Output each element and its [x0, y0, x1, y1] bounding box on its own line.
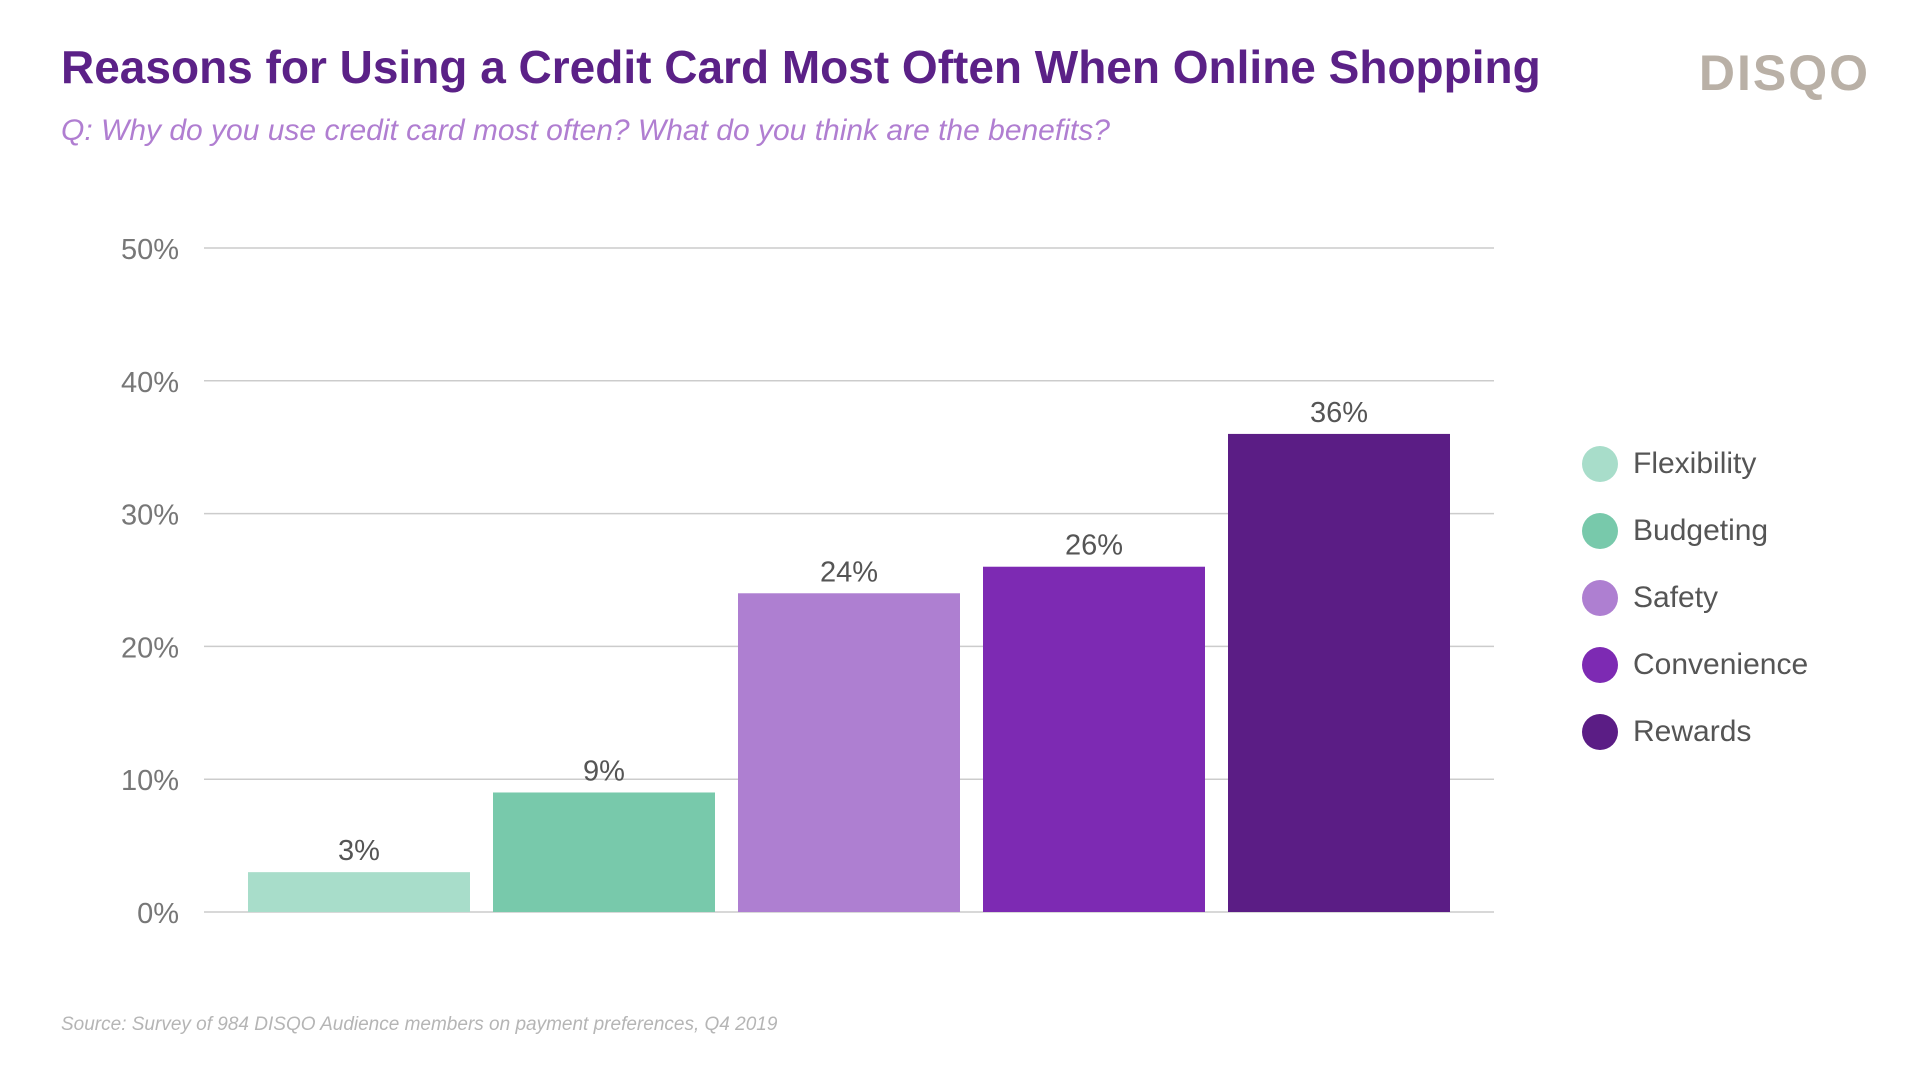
y-tick-label: 10% — [121, 765, 179, 797]
bar-rewards — [1228, 433, 1450, 912]
legend-swatch — [1582, 713, 1618, 750]
source-note: Source: Survey of 984 DISQO Audience mem… — [61, 1014, 778, 1035]
legend-label: Flexibility — [1633, 446, 1757, 480]
legend-swatch — [1582, 512, 1618, 549]
legend-item-budgeting: Budgeting — [1582, 497, 1808, 564]
y-tick-label: 0% — [137, 898, 179, 930]
legend-label: Budgeting — [1633, 513, 1769, 547]
data-label: 3% — [338, 835, 380, 867]
legend-item-safety: Safety — [1582, 564, 1808, 631]
bar-convenience — [983, 566, 1205, 912]
data-label: 9% — [583, 755, 625, 787]
bar-safety — [738, 593, 960, 912]
legend-item-convenience: Convenience — [1582, 631, 1808, 698]
legend-label: Rewards — [1633, 714, 1752, 748]
data-label: 26% — [1065, 530, 1123, 562]
y-tick-label: 50% — [121, 234, 179, 266]
y-tick-label: 40% — [121, 367, 179, 399]
bar-budgeting — [493, 792, 715, 912]
data-label: 24% — [820, 556, 878, 588]
y-tick-label: 20% — [121, 632, 179, 664]
chart-legend: Flexibility Budgeting Safety Convenience Rew… — [1582, 430, 1808, 765]
legend-item-flexibility: Flexibility — [1582, 430, 1808, 497]
data-label: 36% — [1310, 397, 1368, 429]
chart-subtitle: Q: Why do you use credit card most often… — [61, 114, 1110, 147]
chart-title: Reasons for Using a Credit Card Most Oft… — [61, 41, 1541, 93]
legend-swatch — [1582, 445, 1618, 482]
legend-swatch — [1582, 646, 1618, 683]
legend-swatch — [1582, 579, 1618, 616]
disqo-logo: DISQO — [1698, 45, 1870, 101]
bar-flexibility — [248, 872, 470, 912]
y-tick-label: 30% — [121, 500, 179, 532]
legend-item-rewards: Rewards — [1582, 698, 1808, 765]
legend-label: Convenience — [1633, 647, 1809, 681]
legend-label: Safety — [1633, 580, 1719, 614]
